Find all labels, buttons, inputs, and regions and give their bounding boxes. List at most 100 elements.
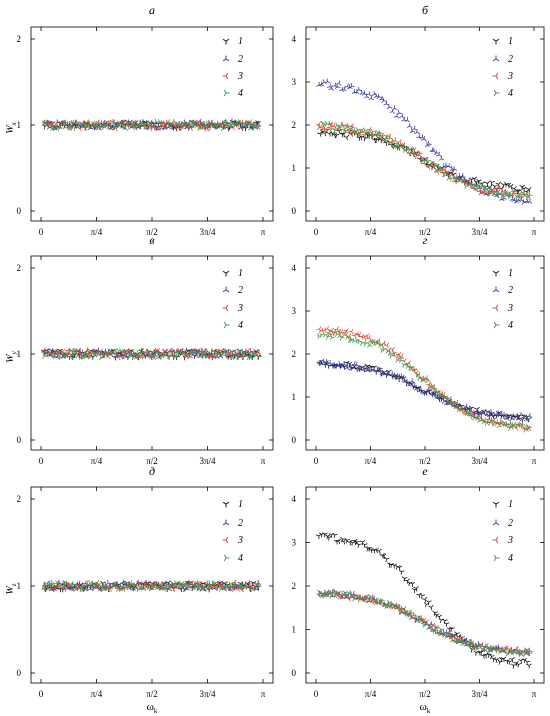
legend-label-1: 1 bbox=[238, 268, 243, 279]
legend-label-2: 2 bbox=[508, 54, 513, 65]
y-axis-label: Wy bbox=[5, 350, 18, 362]
legend-marker-1 bbox=[222, 38, 230, 45]
x-tick-label: π/4 bbox=[365, 227, 377, 237]
legend-label-1: 1 bbox=[238, 499, 243, 510]
y-tick-label: 2 bbox=[17, 263, 22, 273]
legend-marker-3 bbox=[222, 536, 229, 544]
x-tick-label: 3π/4 bbox=[471, 456, 488, 466]
x-tick-label: 3π/4 bbox=[199, 689, 216, 699]
legend-label-4: 4 bbox=[238, 320, 243, 331]
data-points bbox=[41, 348, 262, 361]
y-tick-label: 0 bbox=[17, 206, 22, 216]
legend-label-4: 4 bbox=[238, 553, 243, 564]
legend-marker-4 bbox=[223, 554, 230, 562]
legend-marker-4 bbox=[223, 89, 230, 97]
y-tick-label: 4 bbox=[292, 34, 297, 44]
x-tick-label: 3π/4 bbox=[471, 689, 488, 699]
legend-label-3: 3 bbox=[507, 71, 513, 82]
y-axis-label: Wx bbox=[5, 121, 18, 133]
series-4 bbox=[317, 330, 532, 433]
legend-label-1: 1 bbox=[238, 36, 243, 47]
y-tick-label: 0 bbox=[292, 206, 297, 216]
y-tick-label: 1 bbox=[17, 120, 22, 130]
legend-marker-3 bbox=[222, 72, 229, 80]
legend-label-3: 3 bbox=[237, 303, 243, 314]
y-tick-label: 0 bbox=[292, 435, 297, 445]
legend-marker-1 bbox=[492, 270, 500, 277]
x-tick-label: π/4 bbox=[365, 456, 377, 466]
y-tick-label: 3 bbox=[292, 306, 297, 316]
y-tick-label: 3 bbox=[292, 77, 297, 87]
legend-marker-2 bbox=[222, 519, 230, 526]
series-4 bbox=[41, 348, 262, 361]
x-tick-label: π bbox=[261, 227, 266, 237]
series-4 bbox=[42, 579, 262, 593]
x-tick-label: 0 bbox=[314, 689, 319, 699]
legend-marker-1 bbox=[222, 501, 230, 508]
x-tick-label: 0 bbox=[39, 227, 44, 237]
legend-label-3: 3 bbox=[237, 535, 243, 546]
y-tick-label: 1 bbox=[292, 163, 297, 173]
y-tick-label: 4 bbox=[292, 263, 297, 273]
y-axis-label: Wz bbox=[5, 583, 18, 594]
x-tick-label: 3π/4 bbox=[199, 227, 216, 237]
legend-marker-1 bbox=[492, 501, 500, 508]
legend-marker-4 bbox=[493, 89, 500, 97]
x-tick-label: π/4 bbox=[365, 689, 377, 699]
x-axis-label: ωk bbox=[147, 701, 158, 715]
panel-title: а bbox=[149, 3, 155, 17]
panel-title: е bbox=[422, 464, 428, 478]
series-2 bbox=[316, 78, 533, 205]
legend-marker-4 bbox=[493, 321, 500, 329]
legend-marker-3 bbox=[492, 304, 499, 312]
series-1 bbox=[315, 532, 532, 669]
x-tick-label: 3π/4 bbox=[471, 227, 488, 237]
legend-label-2: 2 bbox=[508, 518, 513, 529]
x-tick-label: π/4 bbox=[91, 227, 103, 237]
panel-title: г bbox=[423, 233, 428, 247]
y-tick-label: 2 bbox=[292, 581, 297, 591]
legend-label-4: 4 bbox=[508, 88, 513, 99]
x-tick-label: π/2 bbox=[146, 227, 158, 237]
legend-label-3: 3 bbox=[507, 303, 513, 314]
legend-label-2: 2 bbox=[238, 285, 243, 296]
series-3 bbox=[316, 589, 531, 657]
y-tick-label: 1 bbox=[17, 349, 22, 359]
legend-label-3: 3 bbox=[507, 535, 513, 546]
x-tick-label: π bbox=[261, 456, 266, 466]
legend-label-3: 3 bbox=[237, 71, 243, 82]
y-tick-label: 1 bbox=[292, 392, 297, 402]
legend-label-4: 4 bbox=[508, 553, 513, 564]
series-4 bbox=[42, 118, 262, 132]
y-tick-label: 2 bbox=[17, 494, 22, 504]
x-tick-label: π/4 bbox=[91, 456, 103, 466]
x-tick-label: π bbox=[532, 689, 537, 699]
legend-marker-3 bbox=[492, 536, 499, 544]
panel-1: б 0 π/4 π/2 3π/4 π 0 1 2 3 4 1 2 3 4 bbox=[292, 3, 545, 237]
data-points bbox=[316, 589, 533, 658]
y-tick-label: 4 bbox=[292, 494, 297, 504]
panel-title: в bbox=[149, 233, 154, 247]
y-tick-label: 2 bbox=[17, 34, 22, 44]
panel-title: д bbox=[149, 464, 155, 478]
x-tick-label: 0 bbox=[39, 689, 44, 699]
legend-label-2: 2 bbox=[238, 54, 243, 65]
x-tick-label: 0 bbox=[39, 456, 44, 466]
y-tick-label: 2 bbox=[292, 349, 297, 359]
legend-label-4: 4 bbox=[508, 320, 513, 331]
x-tick-label: π/2 bbox=[419, 456, 431, 466]
legend-marker-1 bbox=[492, 38, 500, 45]
data-points bbox=[316, 589, 531, 657]
legend-marker-2 bbox=[222, 55, 230, 62]
data-points bbox=[315, 532, 532, 669]
legend-label-2: 2 bbox=[508, 285, 513, 296]
x-tick-label: 0 bbox=[314, 227, 319, 237]
legend-label-1: 1 bbox=[508, 268, 513, 279]
x-tick-label: 0 bbox=[314, 456, 319, 466]
y-tick-label: 2 bbox=[292, 120, 297, 130]
series-4 bbox=[316, 120, 533, 201]
legend-label-1: 1 bbox=[508, 499, 513, 510]
